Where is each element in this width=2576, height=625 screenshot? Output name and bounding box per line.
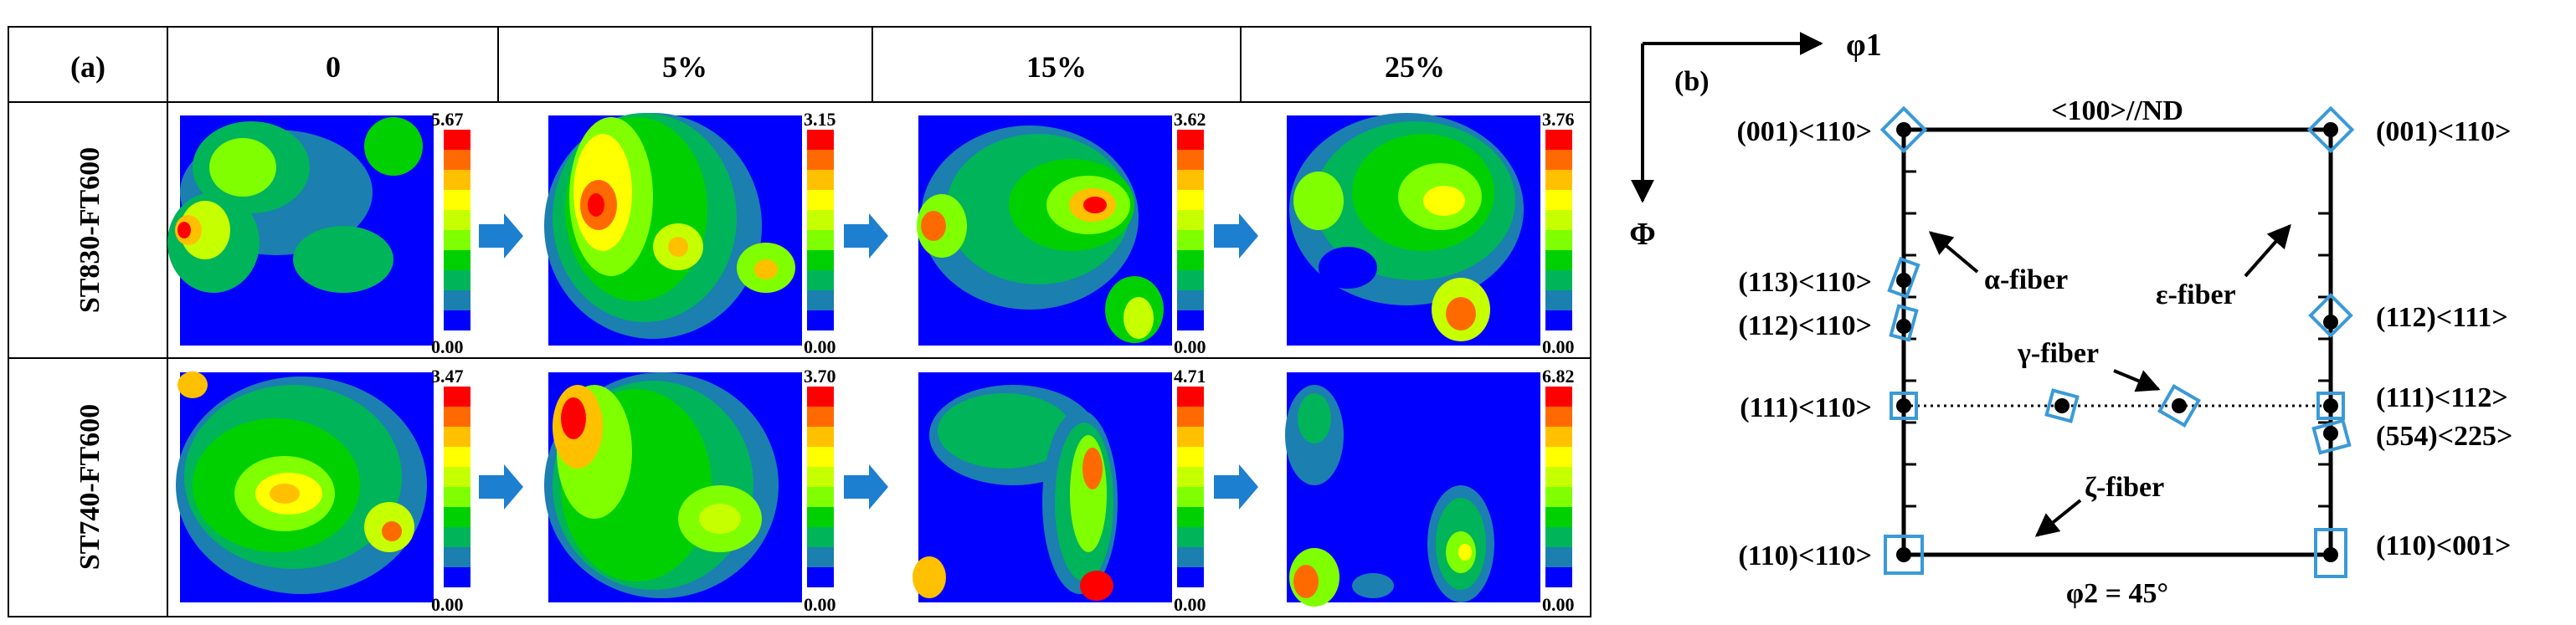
odf-map — [913, 372, 1172, 602]
panel-b: φ1 Φ (b) — [1629, 28, 2512, 609]
colorbar — [1545, 387, 1572, 587]
left-orientation-label: (110)<110> — [1738, 540, 1872, 571]
zeta-fiber-arrow — [2034, 499, 2082, 537]
right-ticks — [2318, 212, 2331, 508]
right-orientation-label: (112)<111> — [2376, 302, 2508, 333]
column-header-25: 25% — [1385, 50, 1445, 84]
epsilon-fiber-label: ε-fiber — [2156, 279, 2236, 310]
left-orientation-label: (113)<110> — [1738, 267, 1872, 298]
bottom-label: φ2 = 45° — [2066, 578, 2168, 609]
colorbar — [807, 387, 834, 587]
odf-map — [544, 372, 802, 602]
colorbar-min: 0.00 — [804, 336, 836, 357]
gamma-fiber-label: γ-fiber — [2017, 338, 2099, 369]
colorbar-max: 6.82 — [1542, 366, 1575, 387]
column-header-0: 0 — [326, 50, 341, 84]
epsilon-fiber-arrow — [2244, 223, 2291, 278]
column-header-15: 15% — [1026, 50, 1087, 84]
colorbar-max: 3.62 — [1174, 109, 1206, 130]
colorbar-max: 5.67 — [431, 109, 464, 130]
orientation-dots — [1896, 122, 2338, 562]
colorbar-min: 0.00 — [804, 594, 836, 615]
colorbar-max: 3.76 — [1542, 109, 1575, 130]
right-orientation-label: (001)<110> — [2376, 116, 2512, 147]
cube-symbol — [2306, 105, 2355, 154]
phi1-axis-label: φ1 — [1846, 28, 1882, 63]
panel-a: (a) 0 5% 15% 25% ST830-FT600 ST740-FT600 — [8, 26, 1591, 617]
cube-symbol — [1887, 256, 1920, 300]
fiber-arrows — [1928, 223, 2291, 537]
odf-map — [1285, 372, 1540, 607]
panel-a-label: (a) — [70, 50, 105, 84]
left-orientation-label: (112)<110> — [1738, 310, 1872, 341]
cube-symbol — [1889, 304, 1919, 342]
arrow — [479, 213, 523, 259]
alpha-fiber-arrow — [1928, 231, 1979, 274]
odf-map — [1287, 113, 1540, 346]
right-orientation-label: (110)<001> — [2376, 530, 2512, 561]
colorbar — [807, 130, 834, 330]
colorbar-max: 3.15 — [804, 109, 836, 130]
cube-symbol — [2044, 388, 2080, 423]
panel-b-label: (b) — [1674, 66, 1710, 97]
left-orientation-label: (001)<110> — [1736, 116, 1872, 147]
arrow — [844, 213, 888, 259]
colorbar-min: 0.00 — [1542, 336, 1575, 357]
cube-symbol — [2311, 418, 2352, 455]
colorbar-min: 0.00 — [1174, 594, 1206, 615]
colorbar-min: 0.00 — [431, 594, 464, 615]
colorbar-min: 0.00 — [431, 336, 464, 357]
cube-symbol — [1890, 392, 1918, 420]
cube-symbol — [1884, 535, 1924, 575]
gamma-fiber-arrow — [2113, 369, 2161, 392]
colorbar-max: 3.70 — [804, 366, 836, 387]
cube-symbol — [2157, 384, 2201, 428]
colorbar — [444, 387, 470, 587]
column-header-5: 5% — [662, 50, 707, 84]
alpha-fiber-label: α-fiber — [1984, 264, 2068, 295]
orientation-symbols — [1879, 105, 2355, 578]
arrow — [1214, 213, 1258, 259]
colorbar-min: 0.00 — [1542, 594, 1575, 615]
colorbar — [1177, 387, 1204, 587]
cube-symbol — [2308, 293, 2353, 338]
odf-map — [167, 115, 434, 346]
colorbar — [1545, 130, 1572, 330]
table-grid — [8, 26, 1591, 617]
colorbar-max: 4.71 — [1174, 366, 1206, 387]
odf-map — [917, 115, 1172, 346]
left-orientation-label: (111)<110> — [1740, 392, 1872, 423]
row-label-st740: ST740-FT600 — [75, 404, 105, 570]
zeta-fiber-label: ζ-fiber — [2085, 472, 2164, 503]
arrow — [1214, 464, 1258, 510]
cube-symbol — [2314, 528, 2347, 578]
row-label-st830: ST830-FT600 — [75, 147, 105, 313]
right-orientation-label: (554)<225> — [2376, 421, 2512, 452]
colorbar — [444, 130, 470, 330]
arrow — [479, 464, 523, 510]
odf-section-frame — [1901, 127, 2333, 557]
colorbar — [1177, 130, 1204, 330]
cube-symbol — [1879, 105, 1928, 154]
colorbar-max: 3.47 — [431, 366, 464, 387]
arrow — [844, 464, 888, 510]
top-label: <100>//ND — [2051, 95, 2183, 126]
Phi-axis-label: Φ — [1629, 217, 1656, 252]
right-orientation-label: (111)<112> — [2376, 382, 2508, 413]
odf-map — [176, 371, 434, 602]
colorbar-min: 0.00 — [1174, 336, 1206, 357]
cube-symbol — [2316, 392, 2345, 420]
odf-map — [544, 113, 802, 346]
